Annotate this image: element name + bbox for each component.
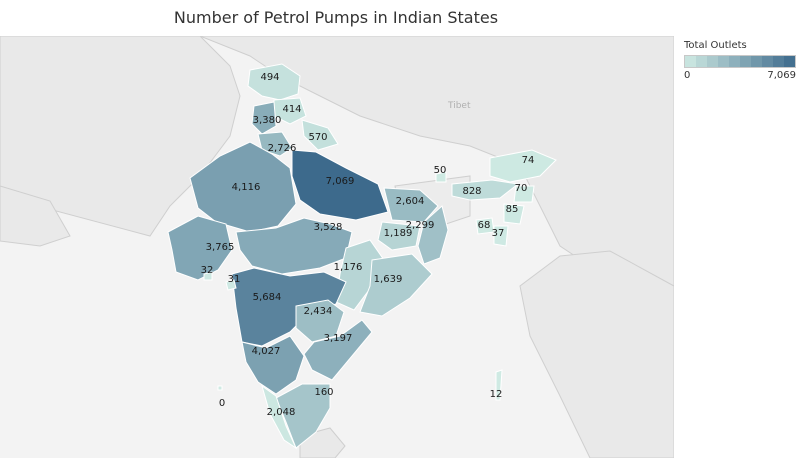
legend-swatch (751, 56, 762, 67)
state-karnataka[interactable] (241, 335, 305, 395)
neighbour-land (0, 35, 675, 459)
state-assam-value-label: 828 (462, 186, 481, 197)
state-odisha[interactable] (359, 253, 433, 317)
state-dadra-nagar[interactable] (225, 279, 237, 291)
state-andaman-nicobar[interactable] (495, 369, 503, 401)
state-west-bengal-value-label: 2,299 (406, 220, 435, 231)
chart-title: Number of Petrol Pumps in Indian States (173, 8, 499, 27)
state-gujarat-value-label: 3,765 (206, 242, 235, 253)
state-west-bengal[interactable] (417, 205, 449, 265)
state-punjab-value-label: 3,380 (253, 115, 282, 126)
state-meghalaya-value-label: 68 (478, 220, 491, 231)
state-madhya-pradesh-value-label: 3,528 (314, 222, 343, 233)
state-jammu-kashmir-value-label: 494 (260, 72, 279, 83)
state-maharashtra-value-label: 5,684 (253, 292, 282, 303)
state-manipur[interactable] (503, 203, 525, 225)
state-sikkim[interactable] (435, 171, 447, 183)
state-odisha-value-label: 1,639 (374, 274, 403, 285)
state-kerala-value-label: 160 (314, 387, 333, 398)
state-rajasthan-value-label: 4,116 (232, 182, 261, 193)
state-sikkim-value-label: 50 (434, 165, 447, 176)
state-daman-diu-value-label: 32 (201, 265, 214, 276)
state-jharkhand[interactable] (377, 221, 421, 251)
state-assam[interactable] (451, 179, 520, 201)
legend-color-ramp (684, 55, 796, 68)
state-haryana[interactable] (257, 131, 293, 157)
state-manipur-value-label: 85 (506, 204, 519, 215)
legend-swatch (762, 56, 773, 67)
legend-swatch (685, 56, 696, 67)
state-mizoram-value-label: 37 (492, 228, 505, 239)
state-andhra-pradesh-value-label: 3,197 (324, 333, 353, 344)
state-uttar-pradesh-value-label: 7,069 (326, 176, 355, 187)
state-lakshadweep[interactable] (217, 385, 223, 391)
legend-swatch (784, 56, 795, 67)
legend-swatch (773, 56, 784, 67)
tibet-label: Tibet (447, 101, 471, 111)
legend-swatch (707, 56, 718, 67)
state-uttarakhand-value-label: 570 (308, 132, 327, 143)
state-tamil-nadu[interactable] (275, 383, 331, 449)
state-telangana-value-label: 2,434 (304, 306, 333, 317)
legend-swatch (740, 56, 751, 67)
color-legend[interactable]: Total Outlets 0 7,069 (684, 40, 796, 81)
state-bihar[interactable] (383, 187, 439, 223)
state-kerala[interactable] (261, 384, 298, 450)
legend-swatch (729, 56, 740, 67)
state-andhra-pradesh[interactable] (303, 319, 373, 381)
state-telangana[interactable] (295, 299, 345, 343)
legend-swatch (718, 56, 729, 67)
state-tamil-nadu-value-label: 2,048 (267, 407, 296, 418)
state-mizoram[interactable] (493, 225, 509, 247)
legend-title: Total Outlets (684, 40, 747, 51)
state-karnataka-value-label: 4,027 (252, 346, 281, 357)
state-daman-diu[interactable] (203, 271, 213, 281)
states-layer[interactable] (167, 63, 557, 450)
map-area[interactable]: Tibet 494 414 3,380 570 2,726 4,116 7,069 2,604… (0, 35, 675, 459)
state-himachal-value-label: 414 (282, 104, 301, 115)
state-lakshadweep-value-label: 0 (219, 398, 225, 409)
state-chhattisgarh-value-label: 1,176 (334, 262, 363, 273)
state-andaman-nicobar-value-label: 12 (490, 389, 503, 400)
legend-max-label: 7,069 (767, 70, 796, 81)
state-uttar-pradesh[interactable] (291, 149, 389, 221)
state-arunachal[interactable] (489, 149, 557, 183)
legend-swatch (696, 56, 707, 67)
state-rajasthan[interactable] (189, 141, 297, 233)
state-jharkhand-value-label: 1,189 (384, 228, 413, 239)
state-arunachal-value-label: 74 (522, 155, 535, 166)
state-jammu-kashmir[interactable] (247, 63, 301, 101)
state-dadra-nagar-value-label: 31 (228, 274, 241, 285)
state-gujarat[interactable] (167, 215, 233, 281)
state-bihar-value-label: 2,604 (396, 196, 425, 207)
state-nagaland[interactable] (513, 185, 535, 203)
legend-min-label: 0 (684, 70, 691, 81)
state-uttarakhand[interactable] (301, 119, 339, 151)
state-haryana-value-label: 2,726 (268, 143, 297, 154)
state-punjab[interactable] (251, 101, 277, 135)
state-nagaland-value-label: 70 (515, 183, 528, 194)
